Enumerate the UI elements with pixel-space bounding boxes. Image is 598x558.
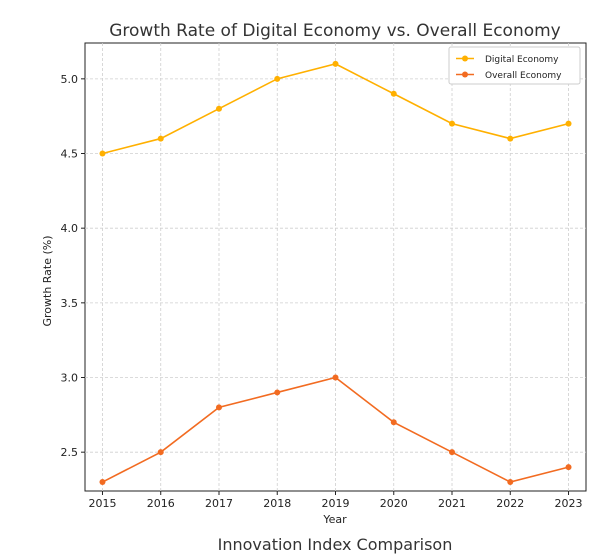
data-point: [449, 120, 456, 127]
x-tick-label: 2019: [322, 497, 350, 510]
legend-marker-digital: [462, 55, 468, 62]
data-point: [565, 120, 572, 127]
x-tick-label: 2022: [496, 497, 524, 510]
y-axis-label: Growth Rate (%): [41, 235, 54, 326]
legend-marker-overall: [462, 71, 468, 78]
data-point: [215, 404, 222, 411]
x-tick-label: 2017: [205, 497, 233, 510]
plot-area: 2015 2016 2017 2018 2019 2020 2021 2022 2023 2.5…: [61, 42, 587, 510]
series-group: [99, 60, 572, 486]
data-point: [507, 479, 514, 486]
legend-box: [448, 46, 581, 85]
y-axis-ticks: 2.5 3.0 3.5 4.0 4.5 5.0: [61, 73, 85, 459]
legend-label-overall: Overall Economy: [485, 71, 562, 81]
data-point: [332, 374, 339, 381]
x-tick-label: 2018: [263, 497, 291, 510]
data-point: [390, 419, 397, 426]
data-point: [99, 479, 106, 486]
data-point: [449, 449, 456, 456]
data-point: [390, 90, 397, 97]
x-tick-label: 2023: [555, 497, 583, 510]
y-tick-label: 4.5: [61, 148, 79, 161]
data-point: [274, 389, 281, 396]
x-tick-label: 2021: [438, 497, 466, 510]
series-overall-economy: [99, 374, 572, 486]
x-tick-label: 2016: [147, 497, 175, 510]
legend-label-digital: Digital Economy: [485, 55, 559, 65]
data-point: [507, 135, 514, 142]
data-point: [157, 135, 164, 142]
chart-title: Growth Rate of Digital Economy vs. Overa…: [109, 21, 561, 41]
x-tick-label: 2020: [380, 497, 408, 510]
data-point: [565, 464, 572, 471]
x-tick-label: 2015: [88, 497, 116, 510]
x-axis-label: Year: [322, 513, 347, 526]
y-tick-label: 3.0: [61, 372, 79, 385]
data-point: [99, 150, 106, 157]
series-digital-economy: [99, 60, 572, 157]
data-point: [157, 449, 164, 456]
grid-lines: [85, 43, 586, 491]
data-point: [274, 75, 281, 82]
x-axis-ticks: 2015 2016 2017 2018 2019 2020 2021 2022 2023: [88, 491, 583, 510]
y-tick-label: 4.0: [61, 222, 79, 235]
y-tick-label: 2.5: [61, 446, 79, 459]
data-point: [332, 60, 339, 67]
y-tick-label: 5.0: [61, 73, 79, 86]
y-tick-label: 3.5: [61, 297, 79, 310]
footer-caption: Innovation Index Comparison: [218, 535, 453, 554]
legend: Digital Economy Overall Economy: [448, 46, 581, 85]
data-point: [215, 105, 222, 112]
